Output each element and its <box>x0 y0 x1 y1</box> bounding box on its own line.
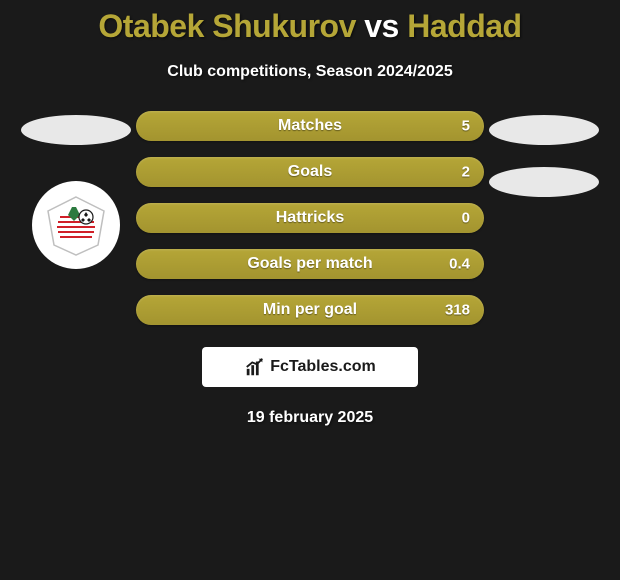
stat-value: 2 <box>462 164 470 181</box>
player1-club-badge <box>32 181 120 269</box>
stat-label: Min per goal <box>263 301 357 319</box>
brand-badge[interactable]: FcTables.com <box>202 347 418 387</box>
stat-bar-min-per-goal: Min per goal 318 <box>136 295 484 325</box>
player1-placeholder-ellipse <box>21 115 131 145</box>
comparison-title: Otabek Shukurov vs Haddad <box>98 8 521 45</box>
snapshot-date: 19 february 2025 <box>247 409 373 427</box>
stats-column: Matches 5 Goals 2 Hattricks 0 Goals per … <box>136 111 484 325</box>
stat-value: 318 <box>445 302 470 319</box>
stat-bar-goals: Goals 2 <box>136 157 484 187</box>
player1-name: Otabek Shukurov <box>98 8 355 44</box>
brand-name: FcTables.com <box>270 358 376 376</box>
stat-bar-goals-per-match: Goals per match 0.4 <box>136 249 484 279</box>
stat-value: 0 <box>462 210 470 227</box>
stat-label: Matches <box>278 117 342 135</box>
player2-placeholder-ellipse <box>489 115 599 145</box>
brand-chart-icon <box>244 356 266 378</box>
stat-label: Hattricks <box>276 209 344 227</box>
right-column <box>484 111 604 197</box>
content-row: Matches 5 Goals 2 Hattricks 0 Goals per … <box>0 111 620 325</box>
subtitle: Club competitions, Season 2024/2025 <box>167 63 452 81</box>
stat-label: Goals per match <box>247 255 372 273</box>
stat-value: 5 <box>462 118 470 135</box>
player2-name: Haddad <box>407 8 521 44</box>
stat-bar-matches: Matches 5 <box>136 111 484 141</box>
vs-word: vs <box>364 8 399 44</box>
club-badge-icon <box>44 193 108 257</box>
stat-label: Goals <box>288 163 332 181</box>
player2-club-placeholder-ellipse <box>489 167 599 197</box>
stat-value: 0.4 <box>449 256 470 273</box>
stat-bar-hattricks: Hattricks 0 <box>136 203 484 233</box>
left-column <box>16 111 136 269</box>
